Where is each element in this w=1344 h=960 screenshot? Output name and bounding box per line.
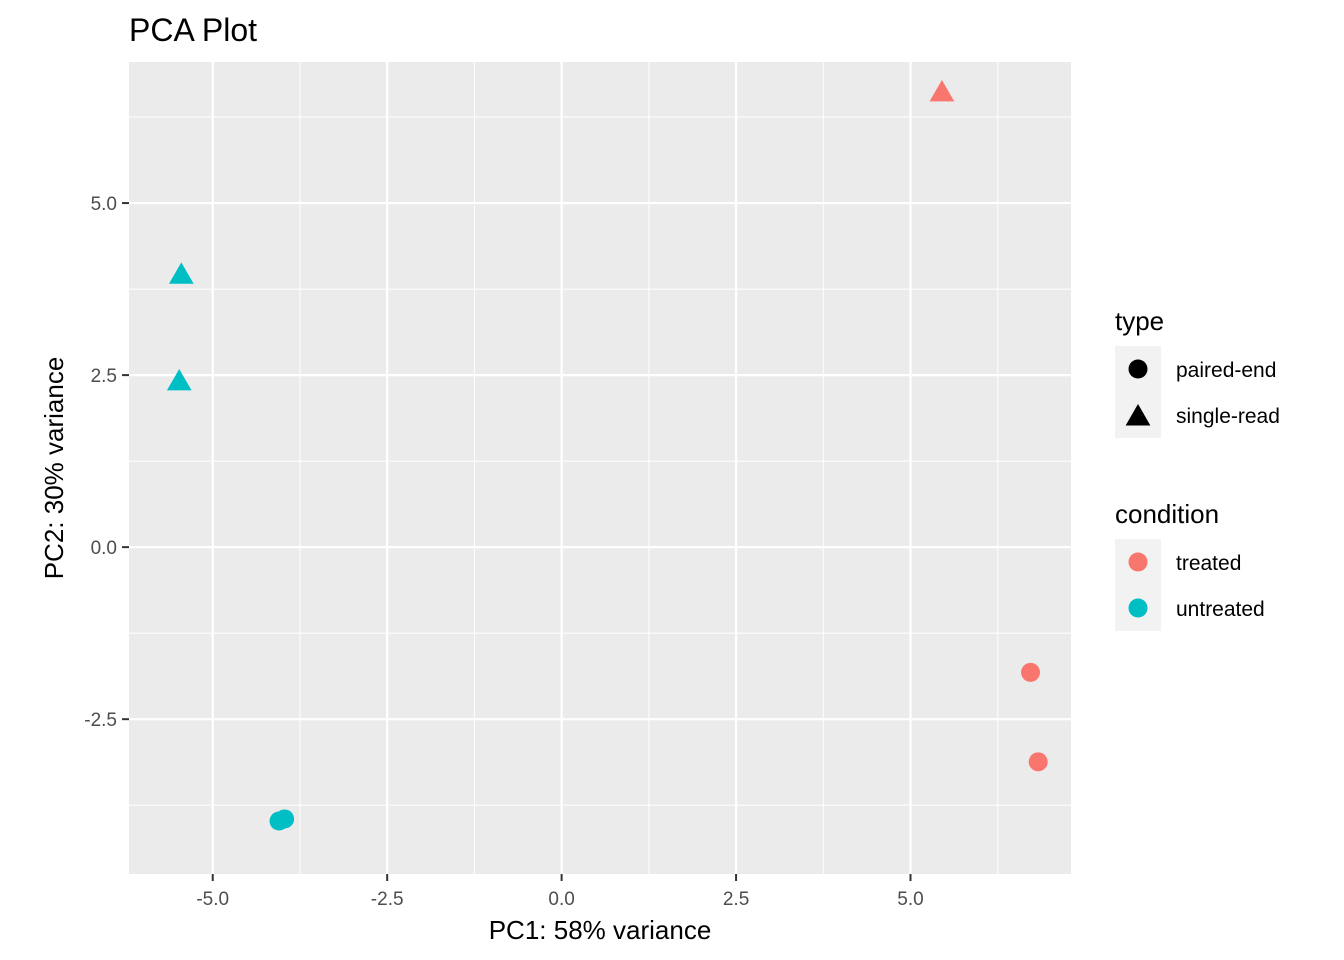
data-point xyxy=(168,262,194,284)
legend: type paired-end single-read condition treate… xyxy=(1115,306,1280,631)
legend-key-treated xyxy=(1128,552,1148,572)
legend-key-untreated xyxy=(1128,598,1148,618)
legend-label: untreated xyxy=(1176,598,1265,621)
legend-condition: condition treated untreated xyxy=(1115,499,1265,631)
y-axis: -2.5 0.0 2.5 5.0 xyxy=(84,194,129,731)
legend-type: type paired-end single-read xyxy=(1115,306,1280,438)
grid-lines xyxy=(129,62,1071,874)
y-tick-label: 5.0 xyxy=(91,194,117,215)
y-axis-title: PC2: 30% variance xyxy=(39,357,69,580)
x-tick-label: 5.0 xyxy=(897,889,923,910)
y-tick-label: 0.0 xyxy=(91,538,117,559)
legend-label: treated xyxy=(1176,552,1241,575)
legend-title: condition xyxy=(1115,499,1219,529)
data-points xyxy=(166,79,1048,831)
legend-label: single-read xyxy=(1176,405,1280,428)
x-axis-title: PC1: 58% variance xyxy=(489,915,712,945)
x-axis: -5.0 -2.5 0.0 2.5 5.0 xyxy=(196,874,924,910)
x-tick-label: 2.5 xyxy=(723,889,749,910)
legend-title: type xyxy=(1115,306,1164,336)
x-tick-label: -5.0 xyxy=(196,889,229,910)
x-tick-label: 0.0 xyxy=(548,889,574,910)
data-point xyxy=(166,368,192,391)
legend-label: paired-end xyxy=(1176,359,1276,382)
data-point xyxy=(929,79,955,102)
data-point xyxy=(1028,752,1048,772)
data-point xyxy=(1021,662,1041,682)
legend-key-paired-end xyxy=(1128,359,1148,379)
data-point xyxy=(275,809,295,829)
plot-panel xyxy=(129,62,1071,874)
legend-key-single-read xyxy=(1125,404,1151,426)
y-tick-label: 2.5 xyxy=(91,366,117,387)
y-tick-label: -2.5 xyxy=(84,710,117,731)
chart-title: PCA Plot xyxy=(129,12,257,48)
x-tick-label: -2.5 xyxy=(371,889,404,910)
